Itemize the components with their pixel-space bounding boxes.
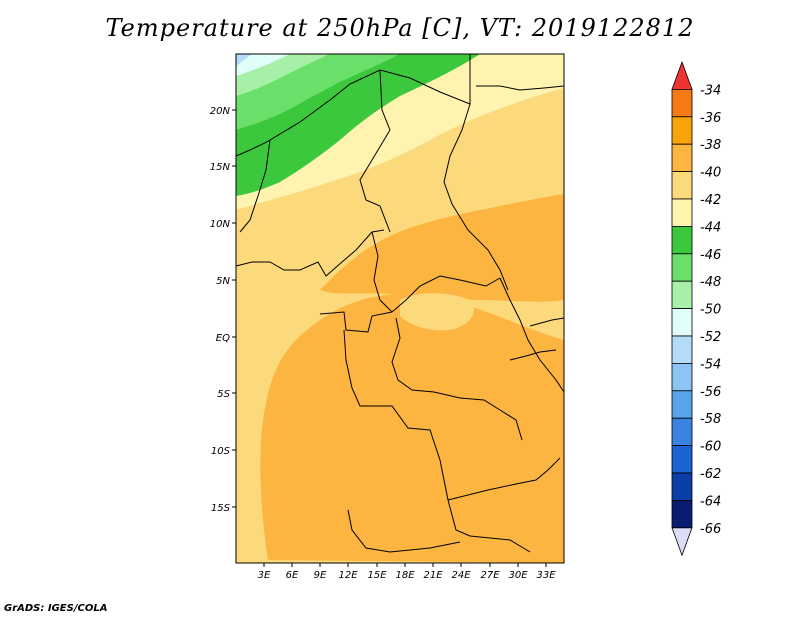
- latitude-axis: 20N 15N 10N 5N EQ 5S 10S 15S: [210, 106, 236, 514]
- colorbar-swatch: [671, 89, 693, 118]
- lon-label: 6E: [286, 570, 299, 581]
- colorbar-label: -40: [700, 166, 721, 181]
- lat-label: 5N: [216, 276, 230, 287]
- colorbar-swatch: [671, 280, 693, 310]
- colorbar-swatch: [671, 171, 693, 200]
- band-minus-52: [236, 54, 252, 66]
- lon-label: 21E: [423, 570, 443, 581]
- lon-label: 9E: [314, 570, 327, 581]
- country-borders: [236, 54, 564, 553]
- colorbar-label: -44: [700, 220, 721, 235]
- colorbar-label: -34: [700, 83, 721, 98]
- lat-label: 5S: [217, 389, 230, 400]
- colorbar-label: -46: [700, 248, 721, 263]
- lat-label: 10N: [210, 219, 231, 230]
- colorbar-swatch: [671, 143, 693, 172]
- colorbar-label: -58: [700, 412, 721, 427]
- lon-label: 18E: [395, 570, 415, 581]
- colorbar-label: -48: [700, 275, 721, 290]
- colorbar-label: -66: [700, 522, 721, 537]
- lon-label: 12E: [338, 570, 358, 581]
- colorbar-swatch: [671, 225, 693, 255]
- lon-label: 30E: [508, 570, 528, 581]
- colorbar-swatch: [671, 390, 693, 419]
- colorbar: -34 -36 -38 -40 -42 -44 -46 -48 -50 -52 -54 -56 -58 -…: [671, 60, 721, 557]
- colorbar-label: -62: [700, 467, 721, 482]
- longitude-axis: 3E 6E 9E 12E 15E 18E 21E 24E 27E 30E 33E: [258, 563, 556, 581]
- band-minus-50: [236, 54, 290, 76]
- colorbar-swatch: [671, 445, 693, 474]
- colorbar-swatch: [671, 116, 693, 145]
- band-minus-38-central: [320, 194, 564, 302]
- colorbar-swatch: [671, 198, 693, 227]
- lon-label: 24E: [451, 570, 471, 581]
- colorbar-label: -38: [700, 138, 721, 153]
- colorbar-swatch: [671, 335, 693, 364]
- colorbar-label: -52: [700, 330, 721, 345]
- colorbar-swatch: [671, 472, 693, 501]
- lat-label: 20N: [210, 106, 231, 117]
- colorbar-swatch: [671, 417, 693, 447]
- patch-minus-40: [400, 293, 474, 331]
- lat-label: 15S: [211, 503, 231, 514]
- colorbar-swatch: [671, 499, 693, 529]
- lon-label: 15E: [367, 570, 387, 581]
- colorbar-label: -36: [700, 111, 721, 126]
- colorbar-label: -64: [700, 494, 721, 509]
- colorbar-label: -56: [700, 385, 721, 400]
- colorbar-label: -50: [700, 303, 721, 318]
- lat-label: 15N: [210, 162, 231, 173]
- lon-label: 33E: [536, 570, 556, 581]
- colorbar-swatch: [671, 253, 693, 282]
- lon-label: 27E: [480, 570, 500, 581]
- map-title: Temperature at 250hPa [C], VT: 201912281…: [105, 14, 695, 42]
- lat-label: 10S: [211, 446, 231, 457]
- lon-label: 3E: [258, 570, 271, 581]
- colorbar-swatch: [671, 60, 693, 90]
- map-frame: [235, 53, 565, 564]
- colorbar-label: -60: [700, 440, 721, 455]
- colorbar-swatch: [671, 362, 693, 392]
- colorbar-swatch: [671, 527, 693, 557]
- colorbar-swatch: [671, 308, 693, 337]
- lat-label: EQ: [216, 333, 230, 344]
- colorbar-label: -42: [700, 193, 721, 208]
- colorbar-label: -54: [700, 357, 721, 372]
- footer-credit: GrADS: IGES/COLA: [4, 603, 108, 614]
